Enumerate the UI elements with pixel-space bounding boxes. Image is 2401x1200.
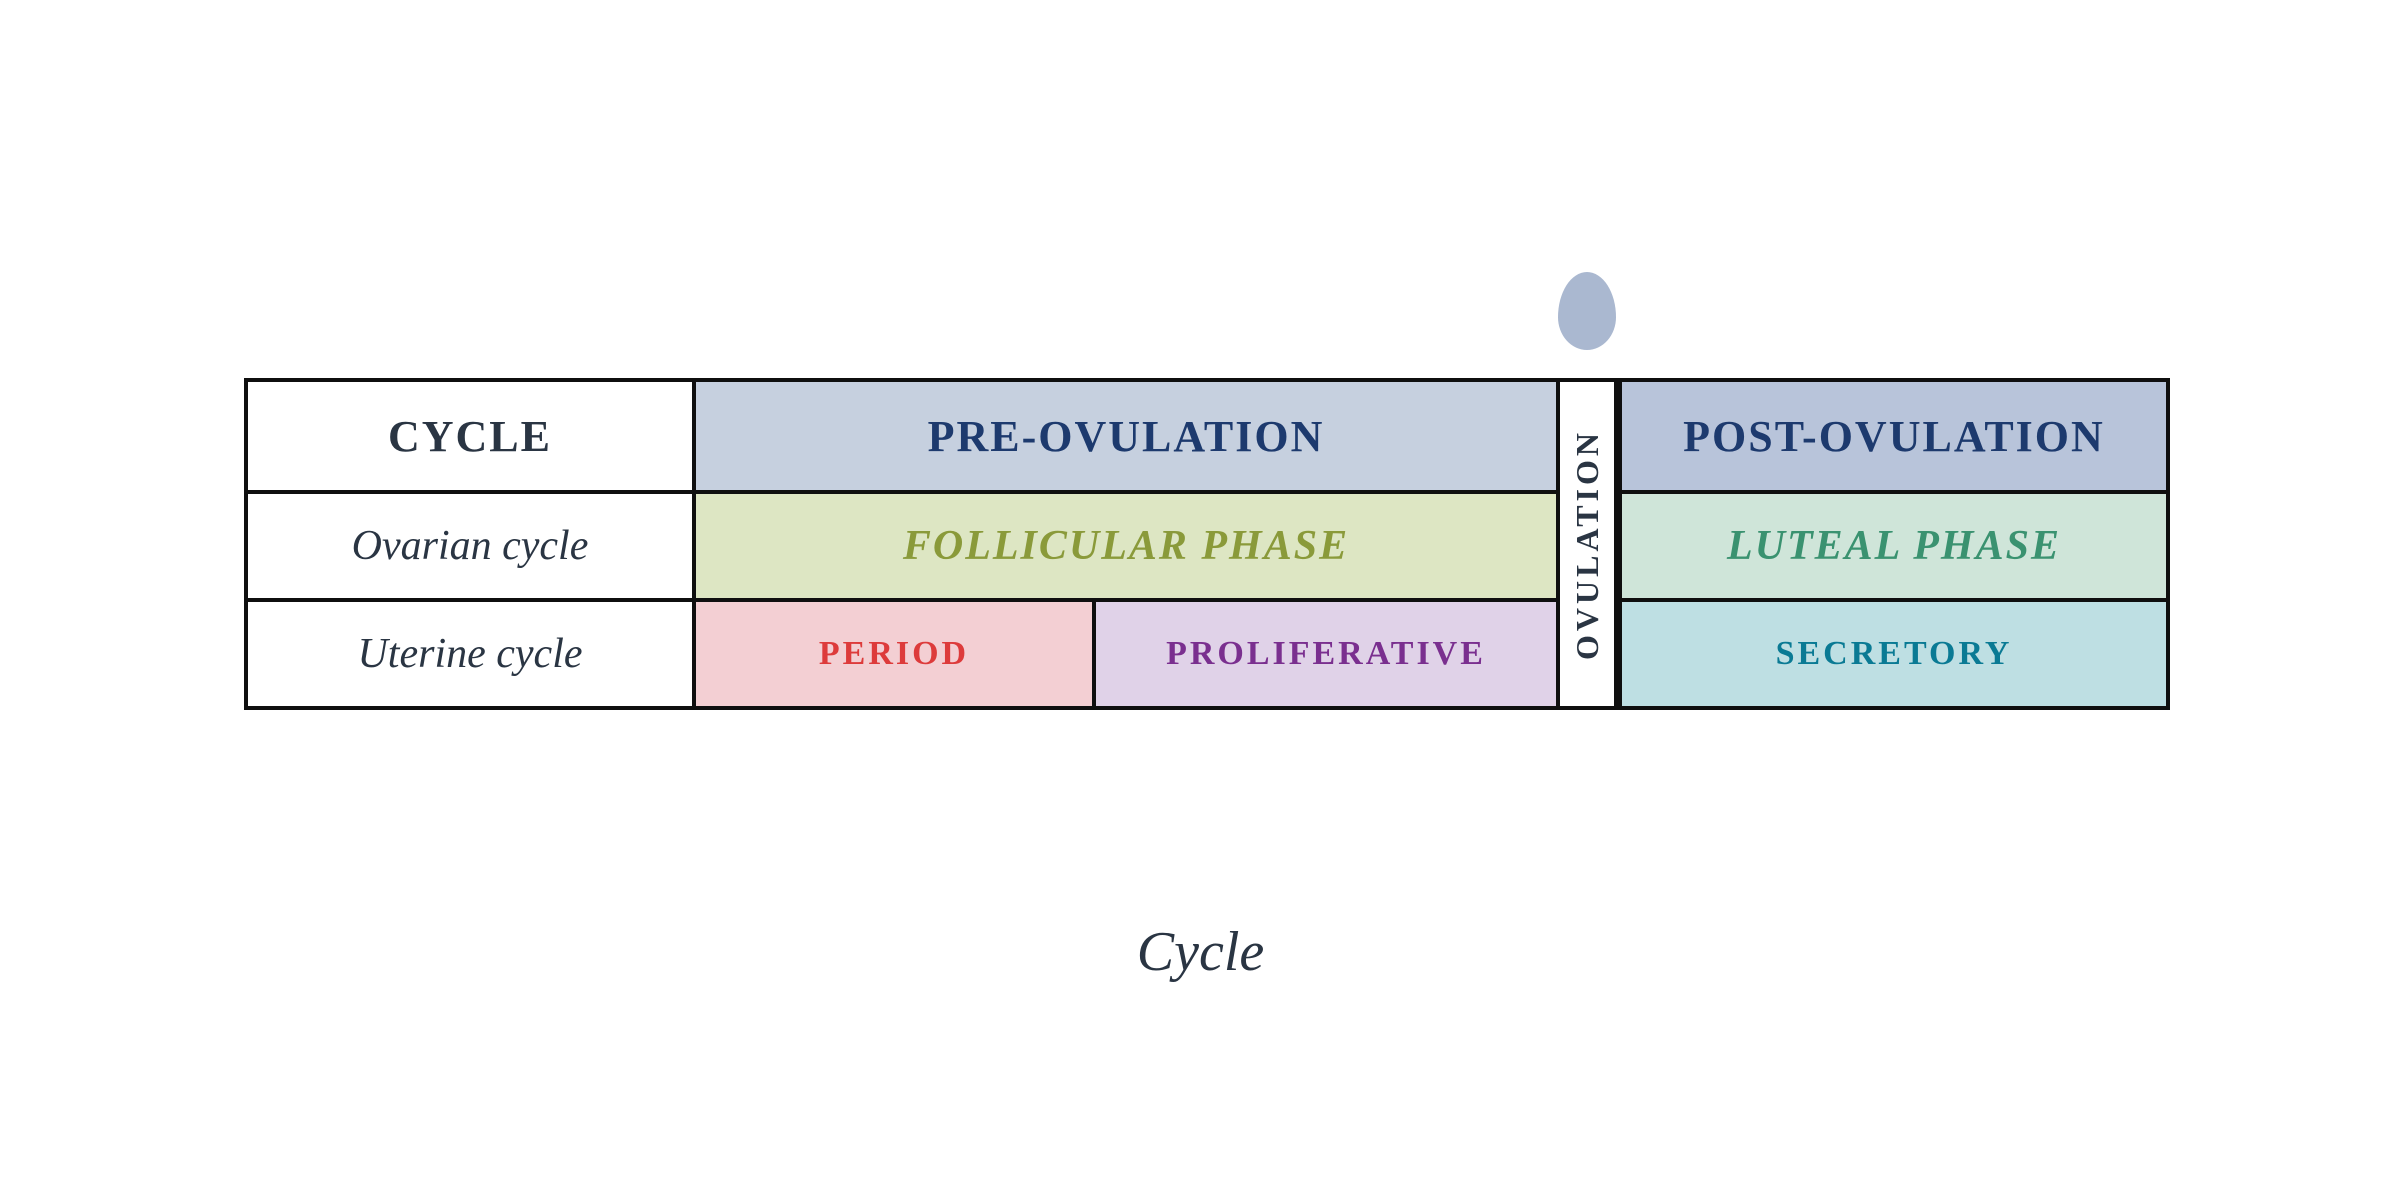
cell-pre-ovulation: PRE-OVULATION (692, 382, 1556, 490)
egg-icon (1558, 272, 1616, 350)
cell-proliferative: PROLIFERATIVE (1092, 602, 1556, 706)
row-ovarian: Ovarian cycle FOLLICULAR PHASE LUTEAL PH… (248, 490, 2166, 598)
cell-luteal: LUTEAL PHASE (1618, 494, 2166, 598)
cell-ovarian-label: Ovarian cycle (248, 494, 692, 598)
cell-cycle-label: CYCLE (248, 382, 692, 490)
cell-post-ovulation: POST-OVULATION (1618, 382, 2166, 490)
cell-follicular: FOLLICULAR PHASE (692, 494, 1556, 598)
cell-period: PERIOD (692, 602, 1092, 706)
ovulation-column: OVULATION (1556, 382, 1618, 706)
row-cycle: CYCLE PRE-OVULATION POST-OVULATION (248, 382, 2166, 490)
diagram-canvas: CYCLE PRE-OVULATION POST-OVULATION Ovari… (0, 0, 2401, 1200)
cell-uterine-label: Uterine cycle (248, 602, 692, 706)
diagram-caption: Cycle (0, 920, 2401, 984)
row-uterine: Uterine cycle PERIOD PROLIFERATIVE SECRE… (248, 598, 2166, 706)
cycle-table: CYCLE PRE-OVULATION POST-OVULATION Ovari… (244, 378, 2170, 710)
cell-secretory: SECRETORY (1618, 602, 2166, 706)
ovulation-label: OVULATION (1569, 429, 1606, 660)
